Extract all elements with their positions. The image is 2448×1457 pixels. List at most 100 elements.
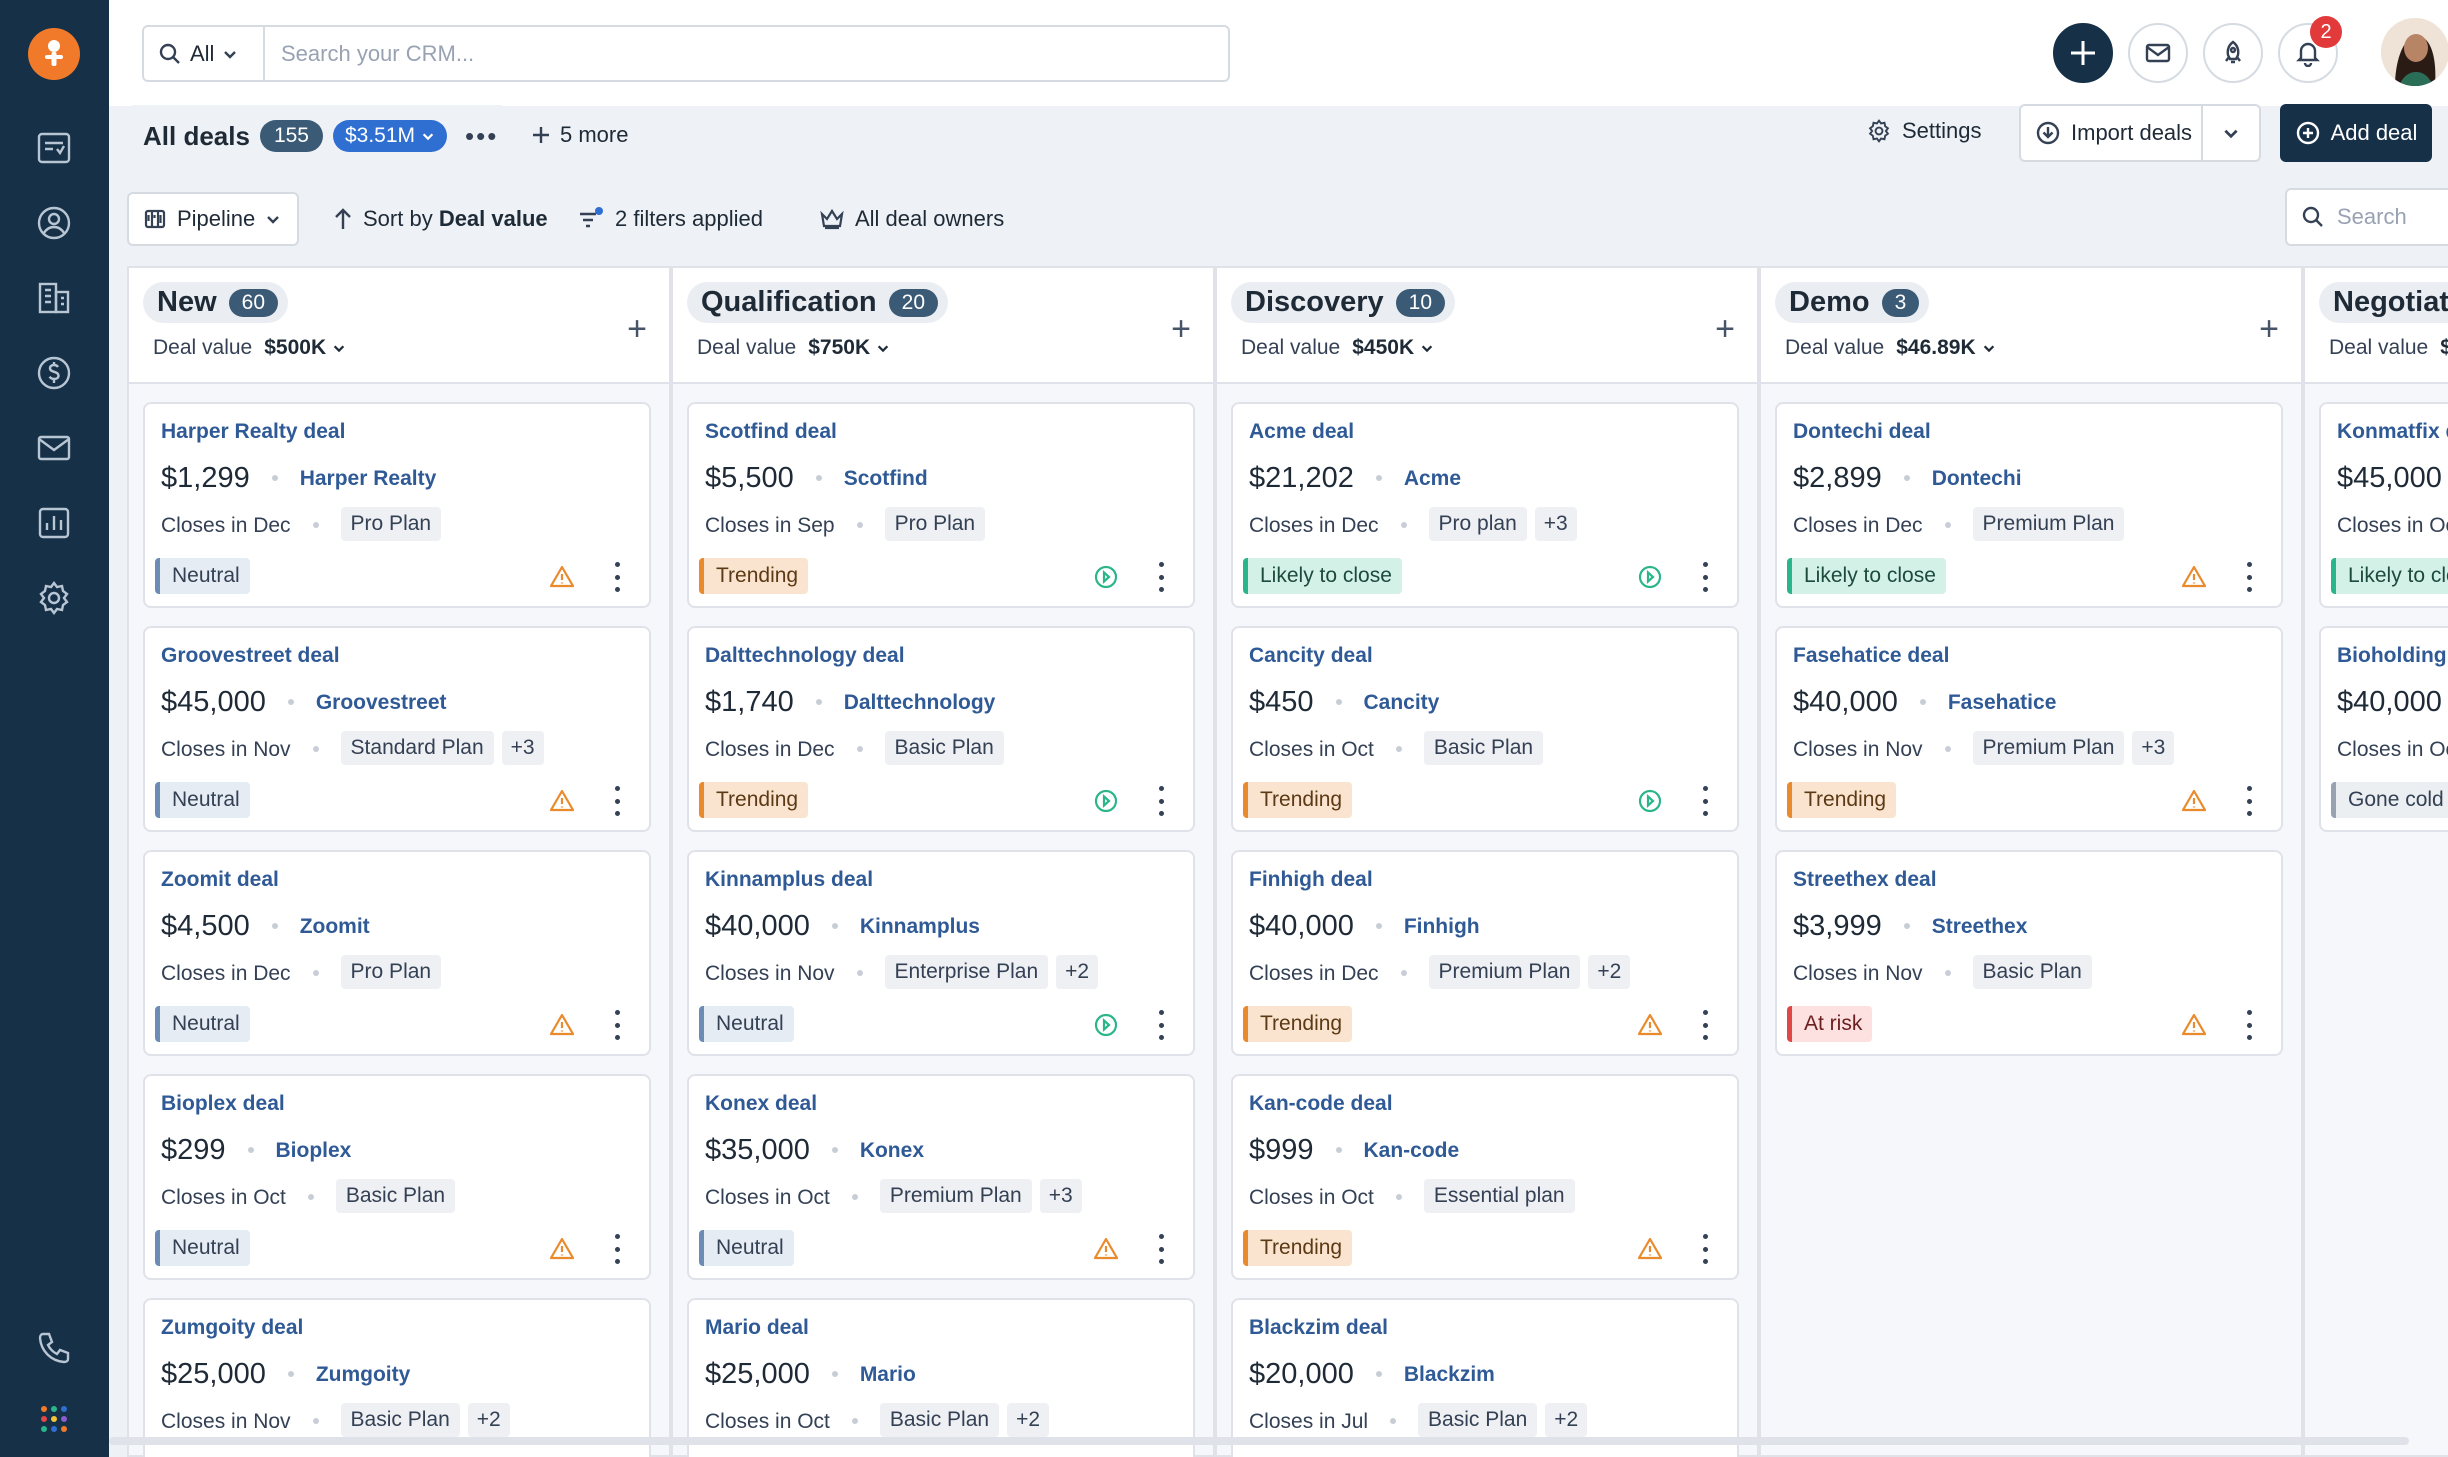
deal-name-link[interactable]: Scotfind deal [705, 420, 837, 443]
deal-card[interactable]: Zumgoity deal $25,000 Zumgoity Closes in No… [143, 1298, 651, 1457]
deal-card[interactable]: Mario deal $25,000 Mario Closes in Oct Basic… [687, 1298, 1195, 1457]
play-circle-icon[interactable] [1093, 788, 1119, 814]
settings-button[interactable]: Settings [1866, 118, 1982, 144]
warning-icon[interactable] [549, 1012, 575, 1038]
card-more-options-icon[interactable] [2245, 562, 2253, 592]
card-more-options-icon[interactable] [613, 1010, 621, 1040]
nav-accounts-icon[interactable] [30, 274, 78, 322]
company-link[interactable]: Konex [859, 1139, 924, 1162]
company-link[interactable]: Zoomit [299, 915, 370, 938]
deal-name-link[interactable]: Konex deal [705, 1092, 818, 1115]
nav-deals-icon[interactable] [30, 349, 78, 397]
company-link[interactable]: Acme [1403, 467, 1462, 490]
deal-card[interactable]: Bioplex deal $299 Bioplex Closes in Oct Basi… [143, 1074, 651, 1280]
deal-value-dropdown[interactable]: $750K [808, 336, 890, 360]
warning-icon[interactable] [2181, 1012, 2207, 1038]
deal-name-link[interactable]: Streethex deal [1793, 868, 1937, 891]
company-link[interactable]: Mario [859, 1363, 916, 1386]
nav-phone-icon[interactable] [30, 1324, 78, 1372]
view-tab-all-deals[interactable]: All deals 155 $3.51M ••• [127, 105, 507, 167]
warning-icon[interactable] [549, 788, 575, 814]
deal-name-link[interactable]: Acme deal [1249, 420, 1355, 443]
deal-name-link[interactable]: Fasehatice deal [1793, 644, 1950, 667]
notifications-button[interactable]: 2 [2278, 16, 2342, 83]
deal-name-link[interactable]: Harper Realty deal [161, 420, 346, 443]
filters-button[interactable]: 2 filters applied [577, 206, 763, 232]
company-link[interactable]: Groovestreet [315, 691, 447, 714]
card-more-options-icon[interactable] [1701, 1010, 1709, 1040]
import-deals-button[interactable]: Import deals [2021, 106, 2203, 160]
column-add-deal-icon[interactable]: + [1715, 310, 1735, 348]
deal-card[interactable]: Finhigh deal $40,000 Finhigh Closes in Dec P… [1231, 850, 1739, 1056]
company-link[interactable]: Finhigh [1403, 915, 1480, 938]
deal-value-dropdown[interactable]: $ [2440, 336, 2448, 360]
more-tags-badge[interactable]: +2 [1588, 955, 1631, 989]
card-more-options-icon[interactable] [1157, 1234, 1165, 1264]
deal-name-link[interactable]: Zoomit deal [161, 868, 279, 891]
deal-name-link[interactable]: Dontechi deal [1793, 420, 1931, 443]
deal-value-dropdown[interactable]: $46.89K [1896, 336, 1995, 360]
deal-name-link[interactable]: Groovestreet deal [161, 644, 340, 667]
column-add-deal-icon[interactable]: + [2259, 310, 2279, 348]
warning-icon[interactable] [1637, 1236, 1663, 1262]
company-link[interactable]: Dalttechnology [843, 691, 996, 714]
add-deal-button[interactable]: Add deal [2280, 104, 2432, 162]
company-link[interactable]: Cancity [1363, 691, 1440, 714]
deal-card[interactable]: Dalttechnology deal $1,740 Dalttechnology C… [687, 626, 1195, 832]
company-link[interactable]: Zumgoity [315, 1363, 411, 1386]
play-circle-icon[interactable] [1637, 564, 1663, 590]
card-more-options-icon[interactable] [2245, 1010, 2253, 1040]
deal-card[interactable]: Harper Realty deal $1,299 Harper Realty Clo… [143, 402, 651, 608]
card-more-options-icon[interactable] [613, 786, 621, 816]
deal-card[interactable]: Groovestreet deal $45,000 Groovestreet Clos… [143, 626, 651, 832]
deal-name-link[interactable]: Finhigh deal [1249, 868, 1373, 891]
deal-card[interactable]: Streethex deal $3,999 Streethex Closes in N… [1775, 850, 2283, 1056]
nav-reports-icon[interactable] [30, 499, 78, 547]
deal-total-dropdown[interactable]: $3.51M [332, 120, 448, 152]
deal-owners-button[interactable]: All deal owners [819, 206, 1004, 232]
card-more-options-icon[interactable] [2245, 786, 2253, 816]
deal-name-link[interactable]: Mario deal [705, 1316, 809, 1339]
nav-apps-grid-icon[interactable] [30, 1395, 78, 1443]
pipeline-view-dropdown[interactable]: Pipeline [127, 192, 299, 246]
deal-name-link[interactable]: Cancity deal [1249, 644, 1373, 667]
card-more-options-icon[interactable] [1157, 562, 1165, 592]
email-button[interactable] [2128, 23, 2188, 83]
deal-card[interactable]: Cancity deal $450 Cancity Closes in Oct Basi… [1231, 626, 1739, 832]
app-logo[interactable] [28, 28, 80, 80]
more-tags-badge[interactable]: +3 [1534, 507, 1577, 541]
deal-name-link[interactable]: Dalttechnology deal [705, 644, 905, 667]
deal-card[interactable]: Zoomit deal $4,500 Zoomit Closes in Dec Pro … [143, 850, 651, 1056]
deal-value-dropdown[interactable]: $500K [264, 336, 346, 360]
more-tags-badge[interactable]: +2 [1545, 1403, 1588, 1437]
more-tags-badge[interactable]: +3 [2132, 731, 2175, 765]
board-search-input[interactable] [2337, 204, 2448, 230]
nav-contacts-icon[interactable] [30, 199, 78, 247]
company-link[interactable]: Fasehatice [1947, 691, 2057, 714]
deal-card[interactable]: Kinnamplus deal $40,000 Kinnamplus Closes i… [687, 850, 1195, 1056]
more-tags-badge[interactable]: +3 [501, 731, 544, 765]
company-link[interactable]: Scotfind [843, 467, 928, 490]
nav-dashboard-icon[interactable] [30, 124, 78, 172]
deal-value-dropdown[interactable]: $450K [1352, 336, 1434, 360]
warning-icon[interactable] [2181, 788, 2207, 814]
card-more-options-icon[interactable] [1157, 786, 1165, 816]
play-circle-icon[interactable] [1637, 788, 1663, 814]
company-link[interactable]: Harper Realty [299, 467, 437, 490]
launch-button[interactable] [2203, 23, 2263, 83]
deal-card[interactable]: Scotfind deal $5,500 Scotfind Closes in Sep… [687, 402, 1195, 608]
card-more-options-icon[interactable] [1701, 786, 1709, 816]
warning-icon[interactable] [549, 1236, 575, 1262]
card-more-options-icon[interactable] [1701, 562, 1709, 592]
sort-button[interactable]: Sort by Deal value [333, 206, 548, 232]
board-horizontal-scrollbar[interactable] [109, 1437, 2409, 1445]
deal-name-link[interactable]: Konmatfix de [2337, 420, 2448, 443]
warning-icon[interactable] [1093, 1236, 1119, 1262]
company-link[interactable]: Kinnamplus [859, 915, 980, 938]
company-link[interactable]: Bioplex [275, 1139, 352, 1162]
more-tags-badge[interactable]: +2 [1007, 1403, 1050, 1437]
card-more-options-icon[interactable] [1701, 1234, 1709, 1264]
deal-card[interactable]: Dontechi deal $2,899 Dontechi Closes in Dec… [1775, 402, 2283, 608]
company-link[interactable]: Streethex [1931, 915, 2028, 938]
more-tags-badge[interactable]: +3 [1039, 1179, 1082, 1213]
